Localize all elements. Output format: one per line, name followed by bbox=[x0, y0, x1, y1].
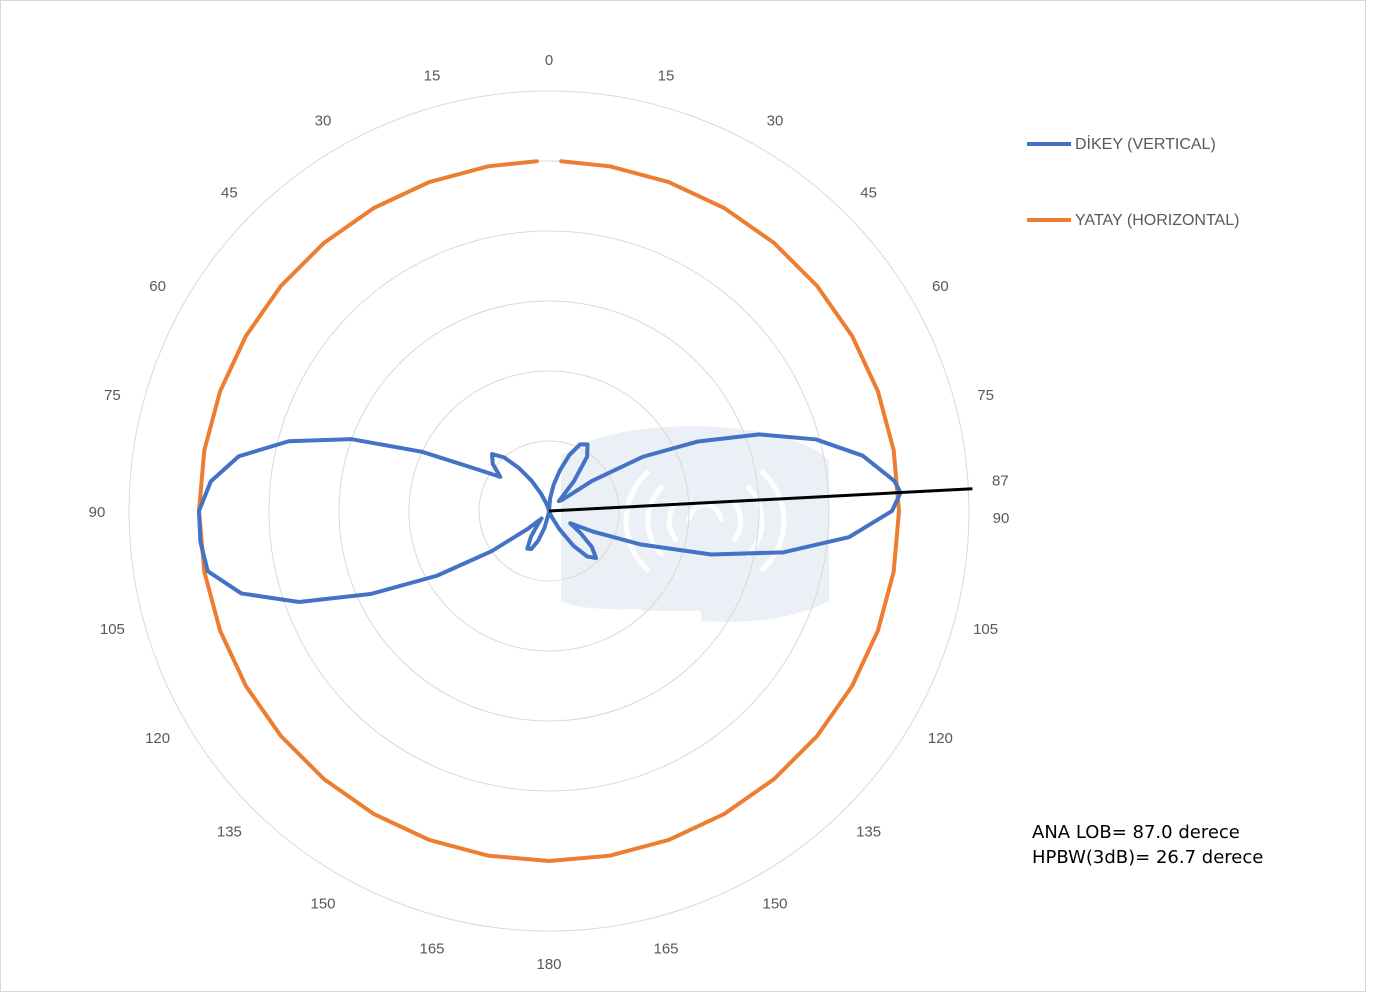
angle-tick-label: 180 bbox=[536, 956, 561, 973]
annotation-box: ANA LOB= 87.0 derece HPBW(3dB)= 26.7 der… bbox=[1032, 822, 1263, 868]
angle-tick-label: 165 bbox=[653, 941, 678, 958]
legend-vertical-label: DİKEY (VERTICAL) bbox=[1075, 134, 1216, 153]
angle-tick-label: 165 bbox=[419, 941, 444, 958]
legend: DİKEY (VERTICAL) YATAY (HORIZONTAL) bbox=[1027, 134, 1239, 229]
angle-tick-label: 87 bbox=[992, 472, 1009, 489]
angle-tick-label: 60 bbox=[932, 278, 949, 295]
angle-tick-label: 135 bbox=[856, 824, 881, 841]
angle-tick-label: 90 bbox=[89, 504, 106, 521]
angle-tick-label: 75 bbox=[104, 387, 121, 404]
main-lobe-annotation: ANA LOB= 87.0 derece bbox=[1032, 822, 1240, 843]
grid-ring bbox=[128, 90, 970, 932]
angle-tick-label: 0 bbox=[545, 52, 553, 69]
angle-tick-label: 75 bbox=[977, 387, 994, 404]
angle-tick-label: 120 bbox=[145, 730, 170, 747]
main-lobe-marker bbox=[548, 487, 973, 513]
grid-ring bbox=[408, 370, 690, 652]
main-lobe-marker-layer bbox=[548, 487, 973, 513]
polar-chart: 0 15 30 45 60 75 90 105 120 135 150 165 180 165 150 135… bbox=[89, 52, 1264, 973]
legend-horizontal-label: YATAY (HORIZONTAL) bbox=[1075, 212, 1239, 229]
angle-tick-label: 135 bbox=[217, 824, 242, 841]
angle-tick-label: 15 bbox=[424, 67, 441, 84]
angle-tick-label: 105 bbox=[100, 621, 125, 638]
angle-tick-label: 30 bbox=[767, 113, 784, 130]
grid-ring bbox=[478, 440, 620, 582]
angle-tick-label: 120 bbox=[928, 730, 953, 747]
watermark-logo bbox=[561, 426, 829, 622]
angle-tick-label: 45 bbox=[221, 184, 238, 201]
angle-tick-label: 60 bbox=[149, 278, 166, 295]
chart-frame: 0 15 30 45 60 75 90 105 120 135 150 165 180 165 150 135… bbox=[0, 0, 1366, 992]
angle-tick-label: 45 bbox=[860, 184, 877, 201]
series-line bbox=[197, 159, 901, 863]
angle-tick-label: 150 bbox=[762, 895, 787, 912]
angle-tick-label: 105 bbox=[973, 621, 998, 638]
angle-tick-label: 90 bbox=[993, 510, 1010, 527]
angle-tick-label: 150 bbox=[310, 895, 335, 912]
grid-ring bbox=[268, 230, 830, 792]
grid-ring bbox=[338, 300, 760, 722]
angle-tick-label: 15 bbox=[658, 67, 675, 84]
series-horizontal bbox=[197, 159, 901, 863]
angle-tick-label: 30 bbox=[315, 113, 332, 130]
hpbw-annotation: HPBW(3dB)= 26.7 derece bbox=[1032, 847, 1263, 868]
angle-tick-labels: 0 15 30 45 60 75 90 105 120 135 150 165 180 165 150 135… bbox=[89, 52, 1010, 973]
